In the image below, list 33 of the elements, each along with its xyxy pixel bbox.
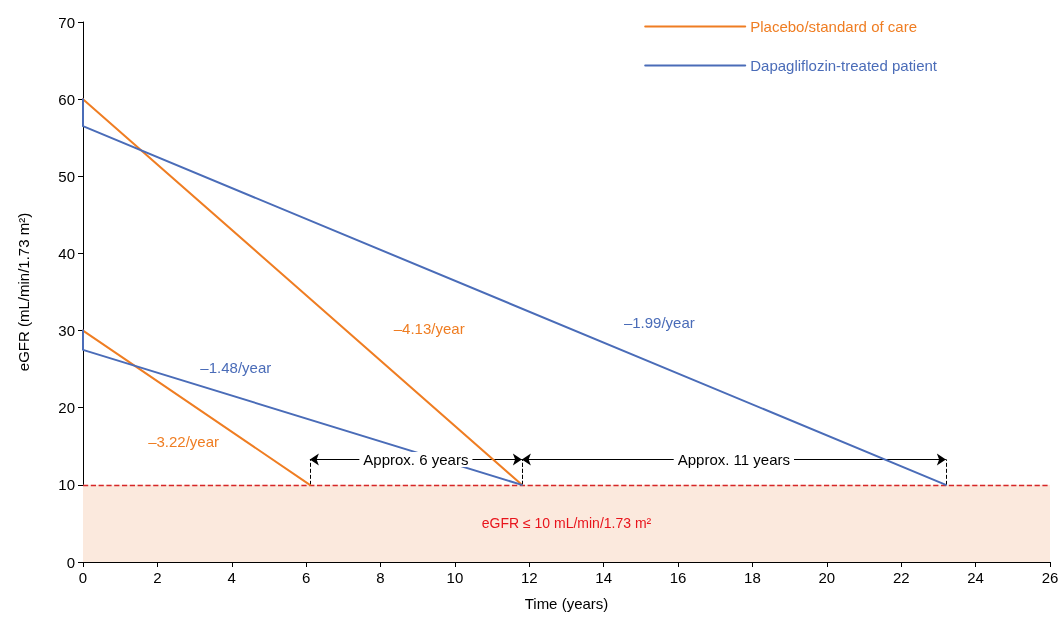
x-axis-title: Time (years) [524, 595, 609, 612]
x-tick-label: 16 [669, 569, 687, 586]
x-tick-label: 0 [78, 569, 88, 586]
annotation: –3.22/year [148, 433, 220, 451]
x-tick-label: 12 [520, 569, 538, 586]
text: Dapagliflozin-treated patient [750, 57, 938, 74]
x-tick-label: 18 [744, 569, 761, 586]
x-tick-label: 2 [153, 569, 162, 586]
y-tick-label: 30 [58, 322, 75, 340]
x-tick-label: 22 [892, 569, 910, 586]
annotation: –1.48/year [200, 359, 272, 377]
annotation: –4.13/year [393, 319, 465, 337]
x-tick-label: 10 [446, 569, 464, 586]
y-axis-title: eGFR (mL/min/1.73 m²) [15, 212, 32, 372]
x-tick-label: 24 [967, 569, 984, 586]
text: Placebo/standard of care [750, 18, 917, 35]
band-label: eGFR ≤ 10 mL/min/1.73 m² [481, 515, 652, 532]
y-tick-label: 20 [58, 399, 75, 417]
annotation: –1.99/year [623, 314, 695, 332]
x-tick-label: 14 [595, 569, 613, 586]
y-tick-label: 60 [58, 90, 75, 108]
y-tick-label: 50 [58, 167, 75, 185]
y-tick-label: 10 [58, 476, 75, 494]
y-tick-label: 70 [58, 13, 75, 31]
x-tick-label: 26 [1041, 569, 1059, 586]
y-tick-label: 40 [58, 244, 75, 262]
x-tick-label: 8 [376, 569, 385, 586]
x-tick-label: 20 [818, 569, 836, 586]
annotation: Approx. 11 years [677, 450, 791, 468]
annotation: Approx. 6 years [363, 450, 469, 468]
x-tick-label: 4 [227, 569, 236, 586]
y-tick-label: 0 [66, 553, 75, 571]
x-tick-label: 6 [301, 569, 311, 586]
